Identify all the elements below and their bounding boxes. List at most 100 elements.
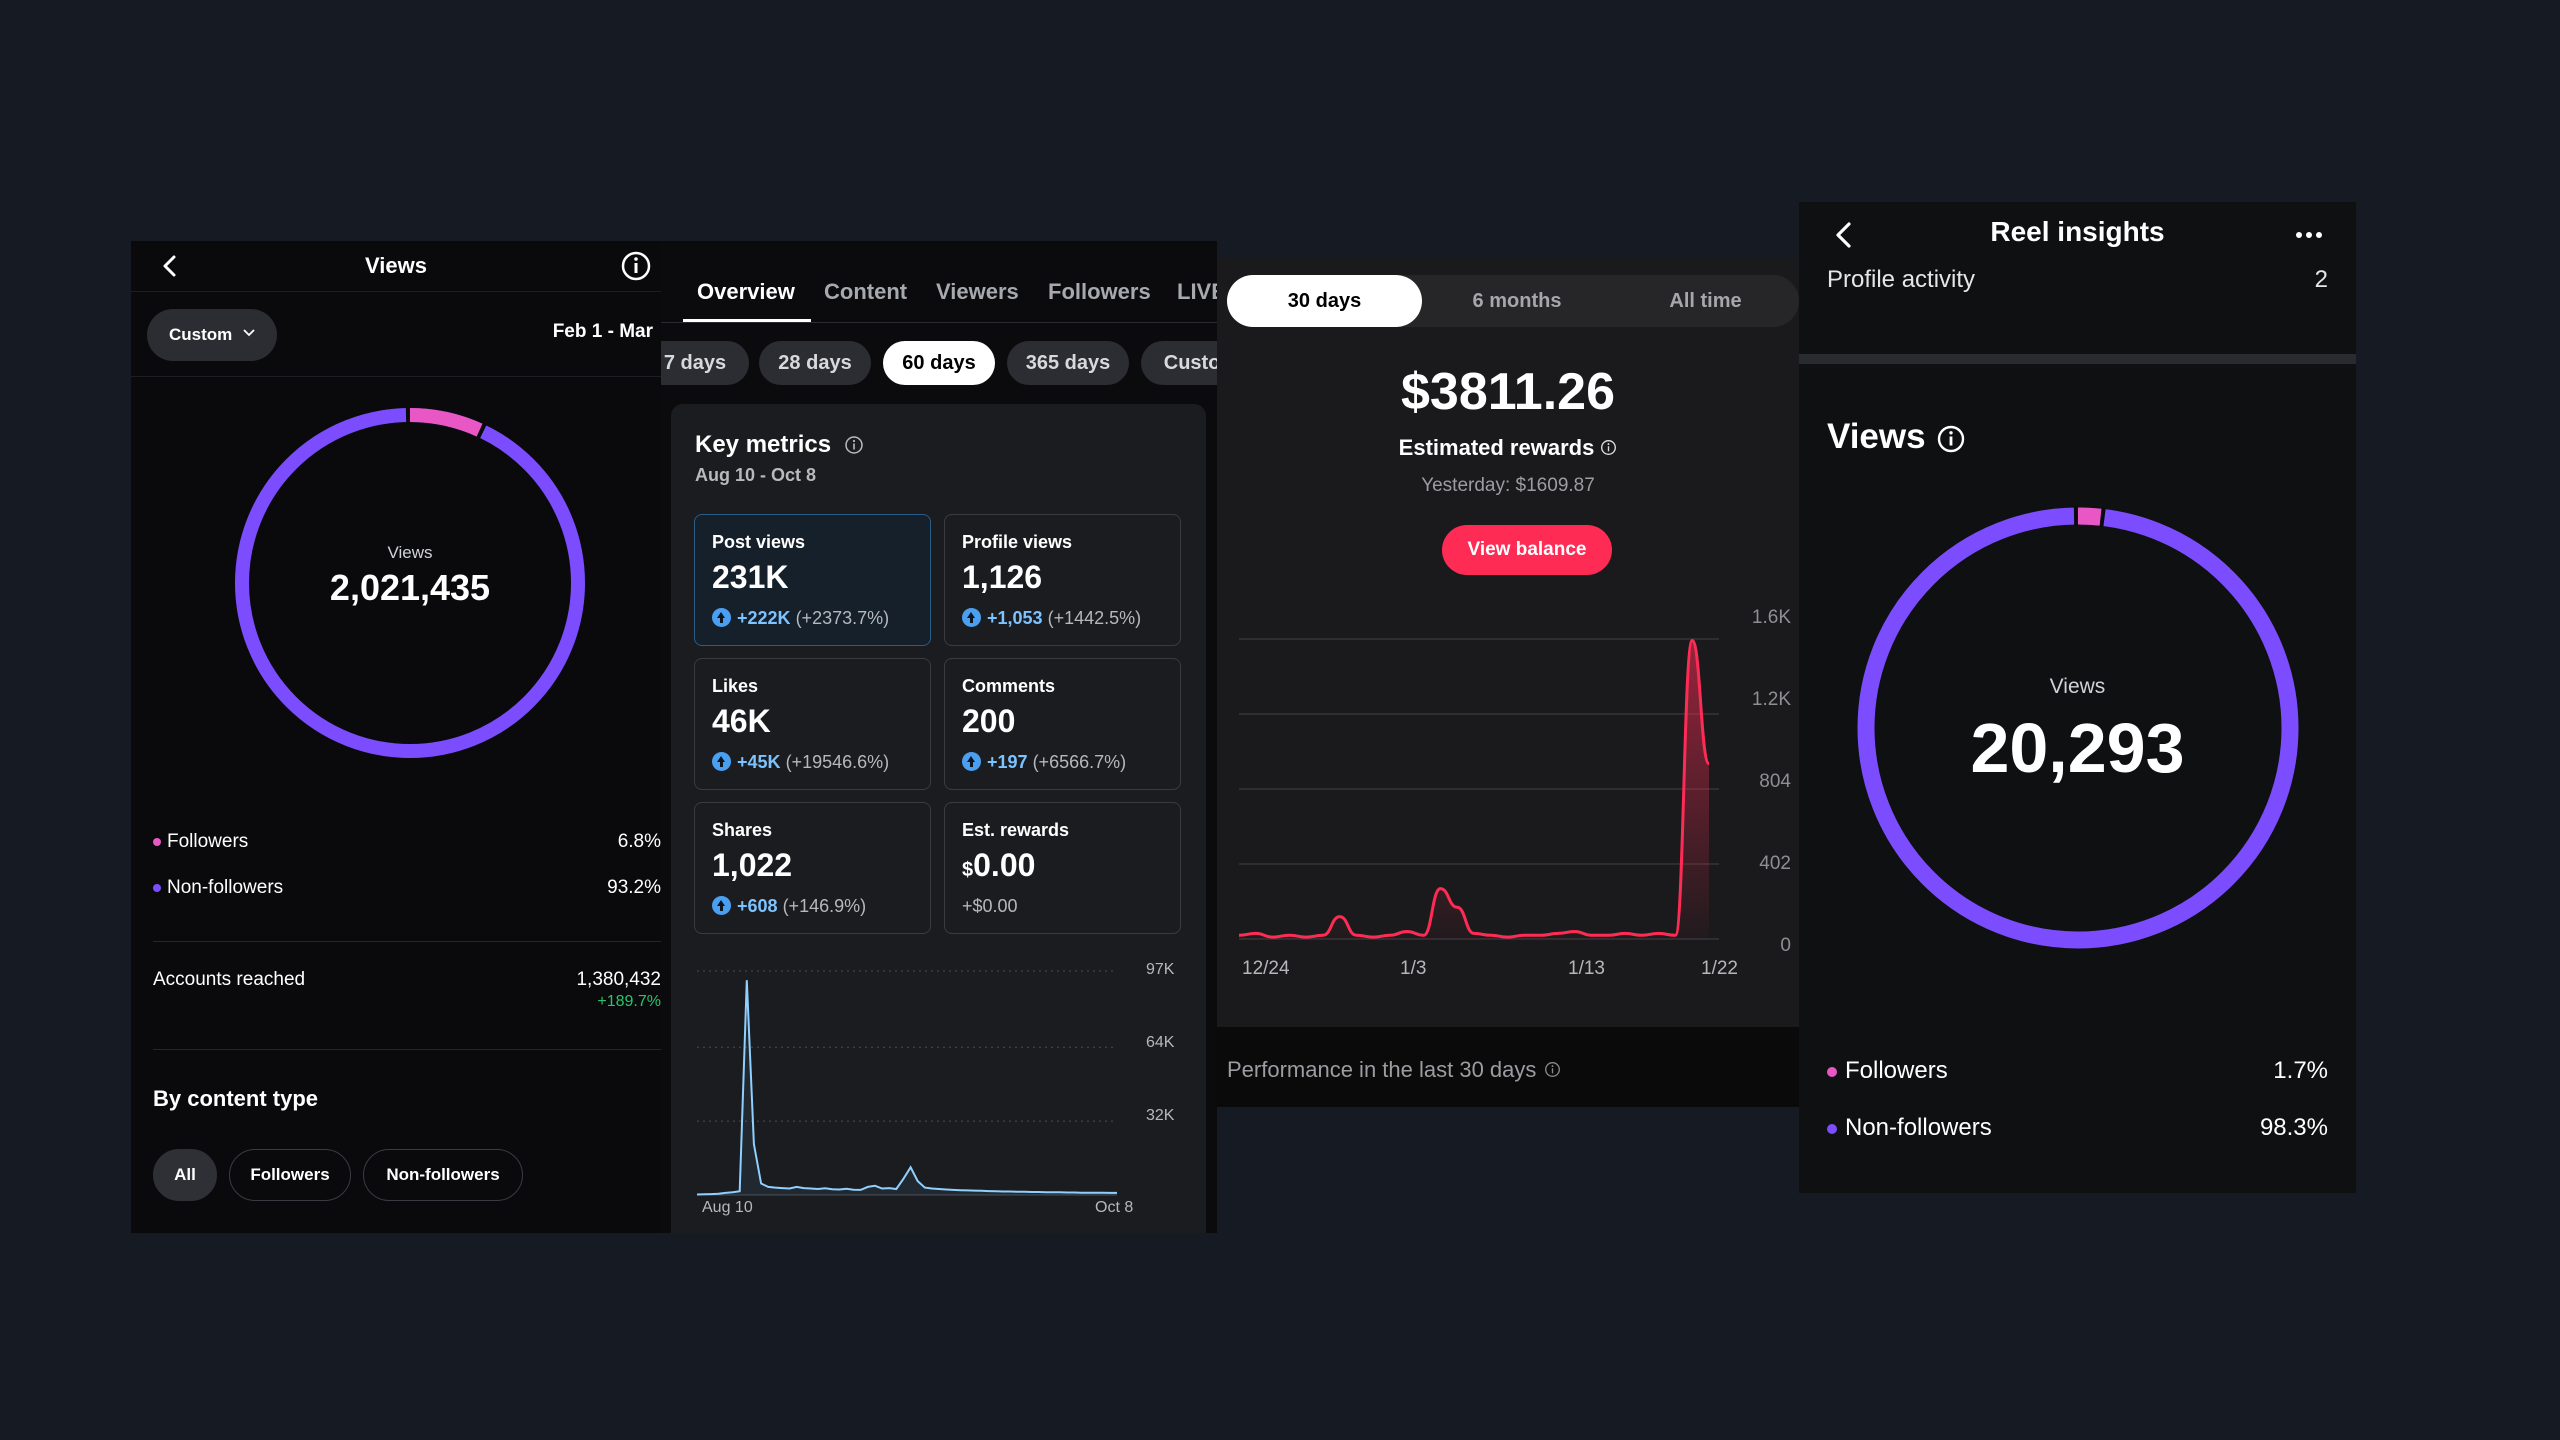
segment-6-months[interactable]: 6 months	[1472, 290, 1562, 312]
chip-all[interactable]: All	[153, 1149, 217, 1201]
tab-viewers[interactable]: Viewers	[936, 279, 1019, 304]
y-tick-label: 1.2K	[1751, 689, 1791, 710]
info-icon[interactable]	[619, 249, 653, 283]
metric-card-likes[interactable]: Likes 46K +45K (+19546.6%)	[694, 658, 931, 790]
tab-overview[interactable]: Overview	[697, 279, 795, 304]
legend-followers: Followers	[153, 831, 248, 853]
metric-delta: +608 (+146.9%)	[712, 896, 866, 917]
metric-card-shares[interactable]: Shares 1,022 +608 (+146.9%)	[694, 802, 931, 934]
section-separator	[1799, 354, 2356, 364]
x-tick-label: 1/13	[1568, 958, 1605, 979]
key-metrics-title: Key metrics	[695, 431, 832, 458]
metric-delta-value: +1,053	[987, 608, 1043, 628]
metric-delta: +222K (+2373.7%)	[712, 608, 889, 629]
legend-label: Followers	[1845, 1057, 1948, 1084]
y-tick-label: 97K	[1146, 961, 1175, 978]
info-icon[interactable]	[1936, 424, 1966, 454]
performance-footer	[1217, 1027, 1799, 1107]
info-icon[interactable]	[1600, 439, 1617, 456]
series-line	[697, 980, 1117, 1196]
tab-live[interactable]: LIVE	[1177, 279, 1217, 304]
views-heading: Views	[1827, 417, 1926, 456]
series-area	[1239, 640, 1709, 939]
accounts-reached-value: 1,380,432	[576, 969, 661, 990]
legend-followers: Followers	[1827, 1057, 1948, 1085]
metric-card-est-rewards[interactable]: Est. rewards $0.00 +$0.00	[944, 802, 1181, 934]
period-7-days[interactable]: 7 days	[661, 341, 749, 385]
metric-delta: +197 (+6566.7%)	[962, 752, 1126, 773]
period-365-days[interactable]: 365 days	[1007, 341, 1129, 385]
period-28-days[interactable]: 28 days	[759, 341, 871, 385]
arrow-up-icon	[712, 608, 731, 627]
divider	[131, 376, 661, 377]
metric-card-post-views[interactable]: Post views 231K +222K (+2373.7%)	[694, 514, 931, 646]
accounts-reached-label: Accounts reached	[153, 969, 306, 990]
legend-label: Non-followers	[167, 877, 284, 898]
metric-label: Shares	[712, 820, 773, 840]
period-60-days[interactable]: 60 days	[883, 341, 995, 385]
info-icon[interactable]	[844, 435, 864, 455]
tab-content[interactable]: Content	[824, 279, 908, 304]
back-arrow-icon[interactable]	[1827, 218, 1861, 252]
metric-delta-value: +45K	[737, 752, 781, 772]
date-range[interactable]: Feb 1 - Mar	[552, 321, 653, 342]
more-options-icon[interactable]	[2289, 218, 2329, 252]
key-metrics-range: Aug 10 - Oct 8	[695, 465, 817, 485]
donut-value: 2,021,435	[329, 567, 491, 608]
metric-card-profile-views[interactable]: Profile views 1,126 +1,053 (+1442.5%)	[944, 514, 1181, 646]
segment-30-days[interactable]: 30 days	[1227, 275, 1422, 327]
y-tick-label: 1.6K	[1751, 607, 1791, 628]
custom-filter-button[interactable]: Custom	[147, 309, 277, 361]
legend-non-followers-value: 93.2%	[607, 877, 661, 898]
legend-followers-value: 1.7%	[2273, 1057, 2328, 1084]
x-tick-label: Aug 10	[702, 1199, 753, 1216]
non-followers-dot	[1827, 1123, 1837, 1134]
metric-delta-value: +197	[987, 752, 1028, 772]
performance-text: Performance in the last 30 days	[1227, 1057, 1537, 1082]
info-icon[interactable]	[1544, 1061, 1561, 1078]
divider	[153, 1049, 661, 1050]
arrow-up-icon	[712, 752, 731, 771]
view-balance-button[interactable]: View balance	[1442, 525, 1612, 575]
legend-non-followers: Non-followers	[1827, 1114, 1992, 1142]
donut-gap	[1856, 506, 2300, 950]
profile-activity-value: 2	[2314, 266, 2328, 293]
content-type-heading: By content type	[153, 1086, 319, 1111]
metric-value: 1,022	[712, 847, 793, 883]
series-line	[1239, 638, 1711, 939]
metric-card-comments[interactable]: Comments 200 +197 (+6566.7%)	[944, 658, 1181, 790]
profile-activity-label: Profile activity	[1827, 266, 1976, 293]
non-followers-dot	[153, 883, 161, 892]
metric-delta: +1,053 (+1442.5%)	[962, 608, 1141, 629]
back-arrow-icon[interactable]	[153, 249, 187, 283]
metric-delta-pct: (+6566.7%)	[1032, 752, 1127, 772]
donut-value: 20,293	[1970, 709, 2185, 787]
divider	[661, 322, 1217, 323]
divider	[131, 291, 661, 292]
legend-followers-value: 6.8%	[617, 831, 661, 852]
x-tick-label: 1/22	[1701, 958, 1738, 979]
active-tab-indicator	[683, 319, 811, 322]
period-custom[interactable]: Custom	[1141, 341, 1217, 385]
chip-followers[interactable]: Followers	[229, 1149, 351, 1201]
chevron-down-icon	[243, 329, 255, 337]
views-panel: Views Custom Feb 1 - Mar Views 2,021,435…	[131, 241, 661, 1233]
metric-delta-pct: (+19546.6%)	[785, 752, 890, 772]
legend-non-followers: Non-followers	[153, 877, 283, 899]
donut-segment-followers	[1857, 507, 2299, 949]
metric-delta-value: +222K	[737, 608, 791, 628]
metric-value: $0.00	[962, 847, 1035, 884]
metric-value: 46K	[712, 703, 771, 739]
header	[1799, 202, 2356, 262]
y-tick-label: 804	[1759, 771, 1791, 792]
tab-followers[interactable]: Followers	[1048, 279, 1151, 304]
donut-label: Views	[2049, 675, 2106, 698]
y-tick-label: 32K	[1146, 1107, 1175, 1124]
segment-all-time[interactable]: All time	[1669, 290, 1742, 312]
chip-non-followers[interactable]: Non-followers	[363, 1149, 523, 1201]
currency-symbol: $	[962, 859, 974, 881]
metric-value: 1,126	[962, 559, 1043, 595]
legend-label: Non-followers	[1845, 1114, 1992, 1141]
rewards-panel: 30 days 6 months All time $3811.26 Estim…	[1217, 257, 1799, 1107]
x-tick-label: Oct 8	[1095, 1199, 1134, 1216]
